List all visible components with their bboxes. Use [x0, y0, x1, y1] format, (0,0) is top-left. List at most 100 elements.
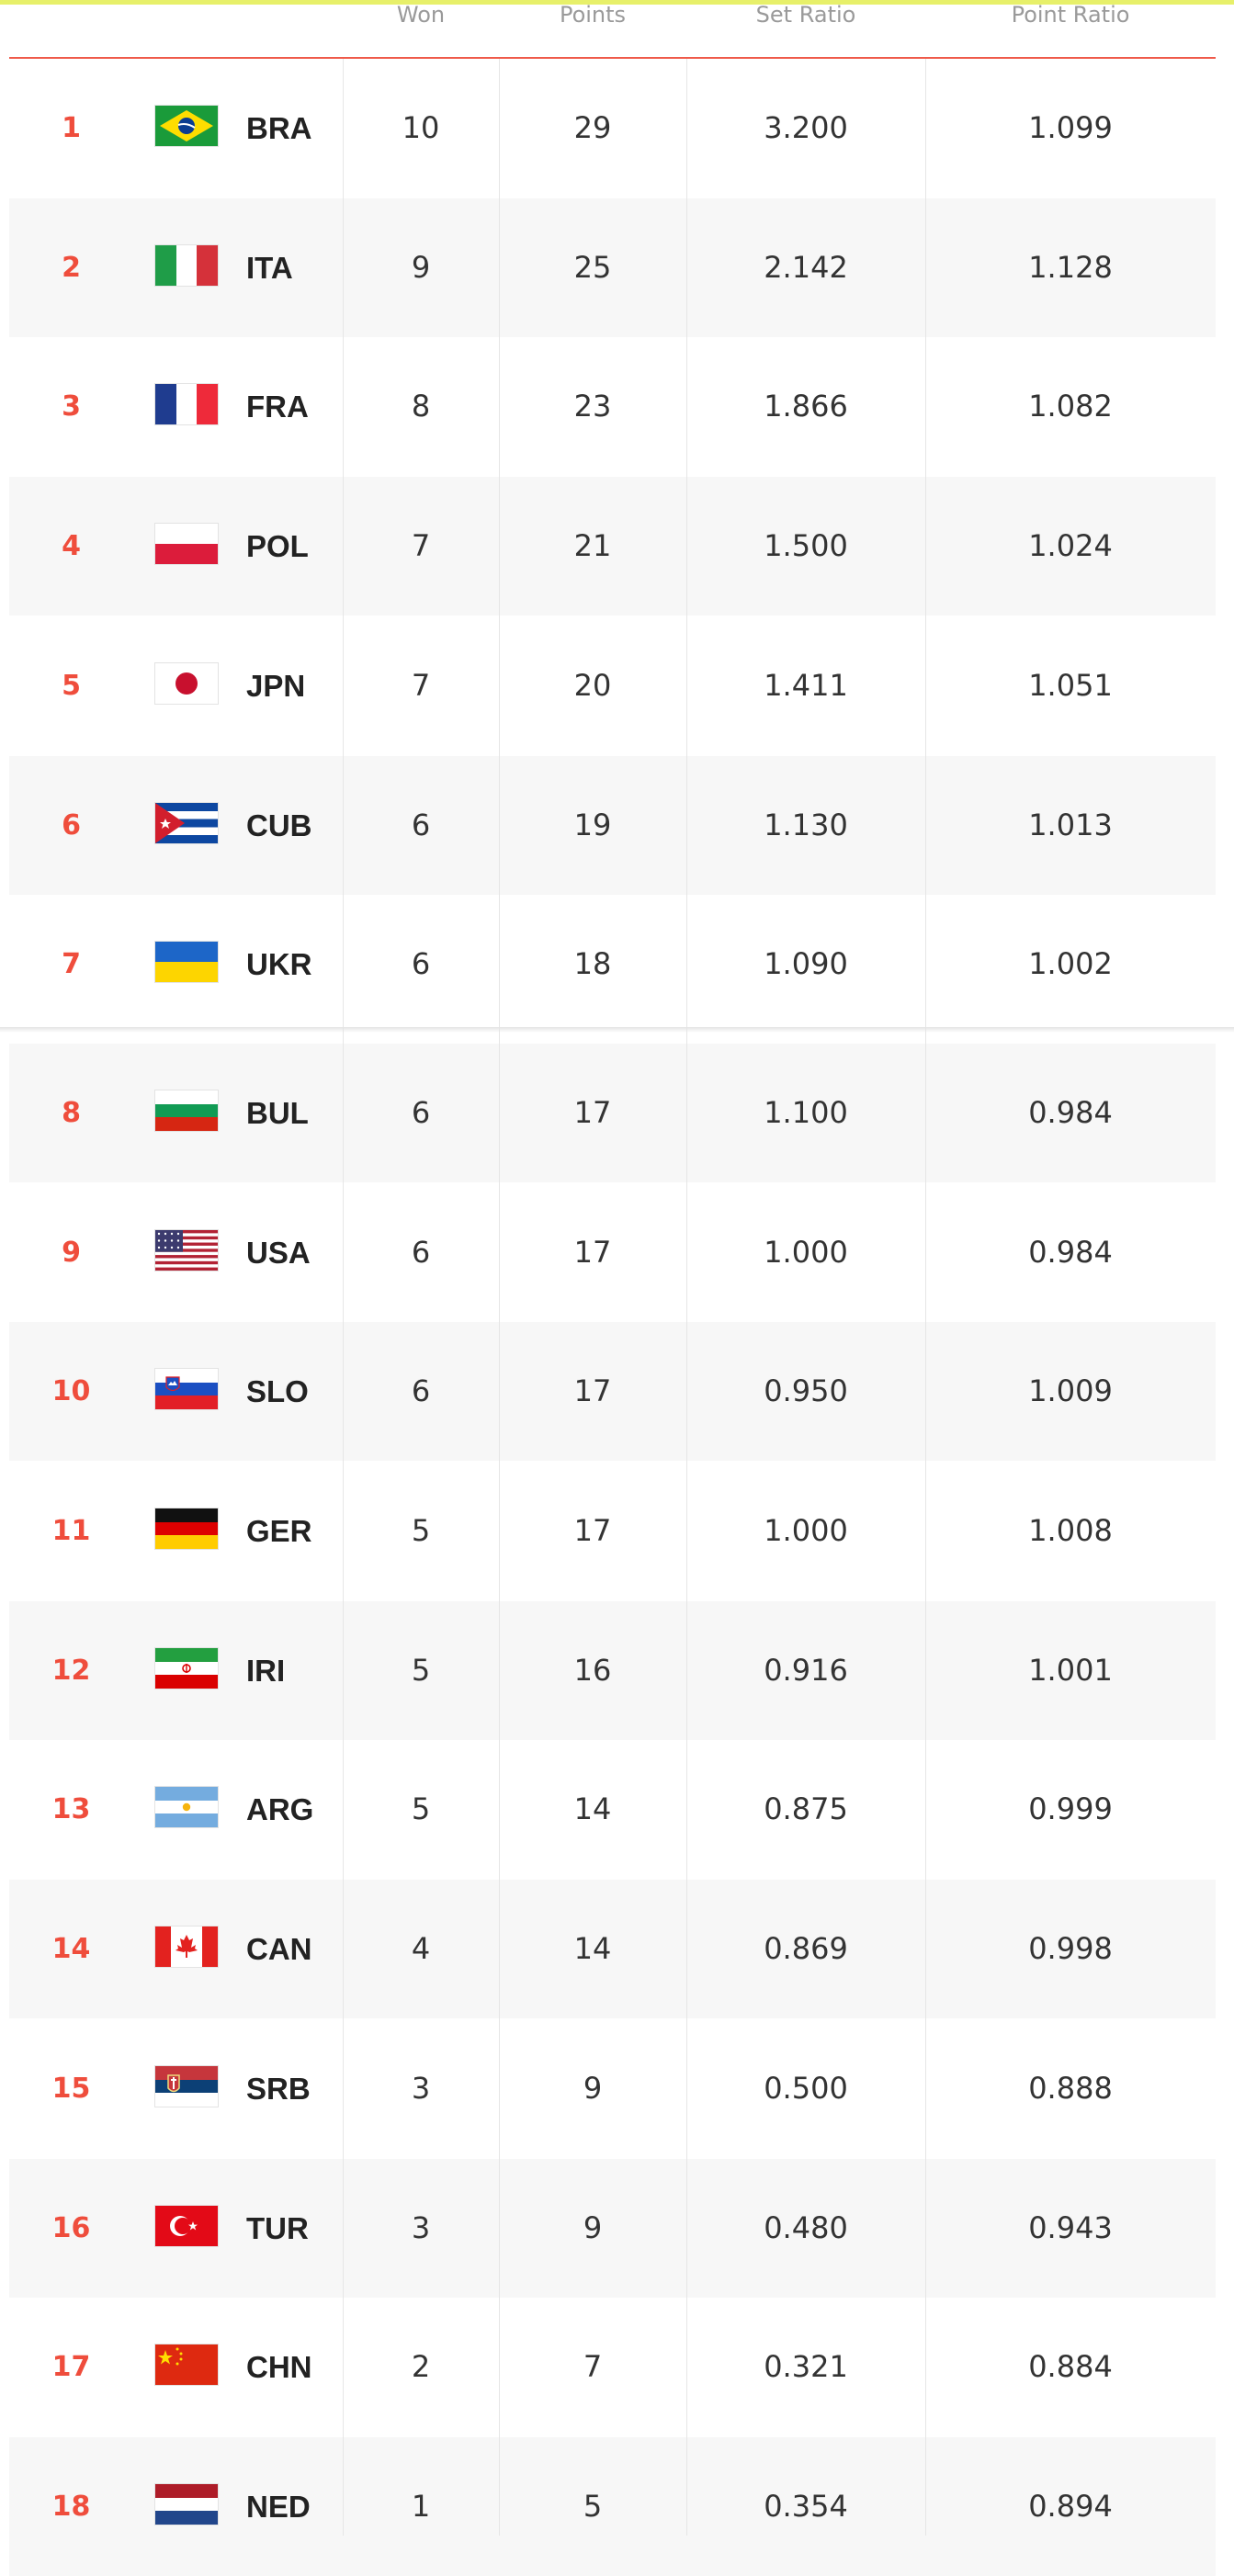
- column-divider: [925, 59, 926, 2536]
- points-cell: 17: [573, 1094, 612, 1130]
- points-cell: 17: [573, 1234, 612, 1270]
- rank-cell: 13: [51, 1793, 91, 1826]
- point-ratio-cell: 0.884: [1028, 2349, 1113, 2385]
- team-code: GER: [246, 1514, 312, 1548]
- table-row[interactable]: 12 IRI 5 16 0.916 1.001: [9, 1600, 1216, 1740]
- france-flag-icon: [154, 383, 219, 426]
- rank-cell: 5: [62, 669, 81, 702]
- set-ratio-cell: 2.142: [764, 249, 848, 285]
- header-set-ratio[interactable]: Set Ratio: [755, 2, 856, 28]
- team-code: BRA: [246, 111, 312, 145]
- rank-cell: 11: [51, 1515, 91, 1547]
- point-ratio-cell: 1.002: [1028, 946, 1113, 982]
- table-row[interactable]: 15 SRB 3 9 0.500 0.888: [9, 2019, 1216, 2158]
- set-ratio-cell: 0.916: [764, 1652, 848, 1688]
- points-cell: 18: [573, 946, 612, 982]
- rank-cell: 15: [51, 2072, 91, 2105]
- table-row[interactable]: 18 NED 1 5 0.354 0.894: [9, 2436, 1216, 2576]
- rank-cell: 8: [62, 1096, 81, 1129]
- won-cell: 10: [402, 110, 440, 145]
- table-row[interactable]: 7 UKR 6 18 1.090 1.002: [9, 895, 1216, 1034]
- canada-flag-icon: [154, 1926, 219, 1969]
- point-ratio-cell: 1.013: [1028, 807, 1113, 842]
- point-ratio-cell: 0.943: [1028, 2209, 1113, 2245]
- team-code: CUB: [246, 808, 312, 842]
- table-row[interactable]: 17 CHN 2 7 0.321 0.884: [9, 2298, 1216, 2436]
- table-row[interactable]: 9 USA 6 17 1.000 0.984: [9, 1183, 1216, 1322]
- table-row[interactable]: 13 ARG 5 14 0.875 0.999: [9, 1740, 1216, 1879]
- column-divider: [499, 59, 500, 2536]
- header-point-ratio[interactable]: Point Ratio: [1011, 2, 1130, 28]
- turkey-flag-icon: [154, 2204, 219, 2247]
- team-code: ITA: [246, 250, 293, 285]
- table-header: Won Points Set Ratio Point Ratio: [9, 0, 1216, 59]
- rank-cell: 2: [62, 251, 81, 284]
- table-row[interactable]: 6 CUB 6 19 1.130 1.013: [9, 755, 1216, 895]
- table-row[interactable]: 8 BUL 6 17 1.100 0.984: [9, 1043, 1216, 1182]
- point-ratio-cell: 1.009: [1028, 1373, 1113, 1409]
- table-row[interactable]: 11 GER 5 17 1.000 1.008: [9, 1462, 1216, 1600]
- header-points[interactable]: Points: [559, 2, 627, 28]
- team-code: NED: [246, 2489, 311, 2524]
- iran-flag-icon: [154, 1646, 219, 1689]
- standings-table: 1 BRA 10 29 3.200 1.099 2 ITA 9 25 2.142 1.128 3 FRA 8…: [9, 59, 1216, 2576]
- point-ratio-cell: 1.099: [1028, 110, 1113, 145]
- set-ratio-cell: 0.321: [764, 2349, 848, 2385]
- won-cell: 6: [411, 1373, 431, 1409]
- set-ratio-cell: 1.411: [764, 667, 848, 703]
- points-cell: 5: [583, 2488, 603, 2524]
- point-ratio-cell: 1.008: [1028, 1513, 1113, 1548]
- table-row[interactable]: 5 JPN 7 20 1.411 1.051: [9, 616, 1216, 755]
- team-code: FRA: [246, 390, 309, 424]
- table-row[interactable]: 2 ITA 9 25 2.142 1.128: [9, 198, 1216, 337]
- italy-flag-icon: [154, 243, 219, 287]
- rank-cell: 3: [62, 390, 81, 424]
- table-row[interactable]: 4 POL 7 21 1.500 1.024: [9, 477, 1216, 616]
- germany-flag-icon: [154, 1508, 219, 1550]
- point-ratio-cell: 0.894: [1028, 2488, 1113, 2524]
- table-row[interactable]: 1 BRA 10 29 3.200 1.099: [9, 59, 1216, 198]
- poland-flag-icon: [154, 523, 219, 566]
- points-cell: 7: [583, 2349, 603, 2385]
- set-ratio-cell: 1.000: [764, 1513, 848, 1548]
- team-code: CHN: [246, 2350, 312, 2385]
- argentina-flag-icon: [154, 1786, 219, 1829]
- set-ratio-cell: 1.866: [764, 389, 848, 424]
- table-row[interactable]: 10 SLO 6 17 0.950 1.009: [9, 1322, 1216, 1462]
- team-code: POL: [246, 529, 309, 564]
- points-cell: 16: [573, 1652, 612, 1688]
- rank-cell: 12: [51, 1654, 91, 1687]
- won-cell: 5: [411, 1652, 431, 1688]
- table-row[interactable]: 16 TUR 3 9 0.480 0.943: [9, 2158, 1216, 2298]
- won-cell: 5: [411, 1791, 431, 1827]
- point-ratio-cell: 0.888: [1028, 2070, 1113, 2106]
- set-ratio-cell: 1.000: [764, 1234, 848, 1270]
- team-code: TUR: [246, 2210, 309, 2245]
- won-cell: 2: [411, 2349, 431, 2385]
- points-cell: 17: [573, 1513, 612, 1548]
- table-row[interactable]: 3 FRA 8 23 1.866 1.082: [9, 337, 1216, 476]
- set-ratio-cell: 1.130: [764, 807, 848, 842]
- header-won[interactable]: Won: [396, 2, 446, 28]
- rank-cell: 17: [51, 2351, 91, 2384]
- team-code: USA: [246, 1235, 311, 1270]
- points-cell: 25: [573, 249, 612, 285]
- top-accent-bar: [0, 0, 1234, 5]
- point-ratio-cell: 0.998: [1028, 1931, 1113, 1967]
- netherlands-flag-icon: [154, 2482, 219, 2525]
- won-cell: 3: [411, 2070, 431, 2106]
- won-cell: 3: [411, 2209, 431, 2245]
- point-ratio-cell: 0.984: [1028, 1094, 1113, 1130]
- won-cell: 8: [411, 389, 431, 424]
- table-row[interactable]: 14 CAN 4 14 0.869 0.998: [9, 1880, 1216, 2019]
- point-ratio-cell: 0.984: [1028, 1234, 1113, 1270]
- team-code: SRB: [246, 2071, 311, 2106]
- column-divider: [343, 59, 344, 2536]
- point-ratio-cell: 1.001: [1028, 1652, 1113, 1688]
- won-cell: 6: [411, 946, 431, 982]
- set-ratio-cell: 1.500: [764, 528, 848, 564]
- brazil-flag-icon: [154, 105, 219, 147]
- point-ratio-cell: 1.051: [1028, 667, 1113, 703]
- rank-cell: 6: [62, 808, 81, 842]
- bulgaria-flag-icon: [154, 1089, 219, 1132]
